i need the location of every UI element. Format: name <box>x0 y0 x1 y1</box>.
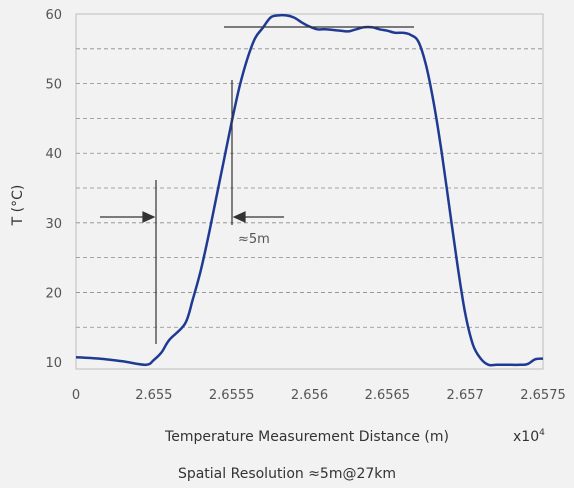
x-tick-label: 2.6555 <box>209 388 255 403</box>
x-tick-labels: 0 2.655 2.6555 2.656 2.6565 2.657 2.6575 <box>72 388 566 403</box>
y-tick-label: 30 <box>45 217 62 232</box>
left-arrow-head <box>142 211 156 223</box>
y-axis-label: T (°C) <box>10 185 26 227</box>
right-arrow-head <box>232 211 246 223</box>
y-tick-label: 20 <box>45 286 62 301</box>
x-axis-multiplier: x104 <box>513 428 545 445</box>
y-tick-label: 60 <box>45 8 62 23</box>
x-tick-label: 2.655 <box>135 388 172 403</box>
y-tick-labels: 10 20 30 40 50 60 <box>45 8 62 371</box>
y-tick-label: 40 <box>45 147 62 162</box>
x-tick-label: 2.6565 <box>365 388 411 403</box>
x-tick-label: 0 <box>72 388 80 403</box>
y-tick-label: 10 <box>45 356 62 371</box>
y-tick-label: 50 <box>45 78 62 93</box>
grid-lines <box>76 48 543 328</box>
x-axis-label: Temperature Measurement Distance (m) <box>164 429 449 445</box>
x-tick-label: 2.657 <box>447 388 484 403</box>
x-tick-label: 2.6575 <box>520 388 566 403</box>
plot-frame <box>75 13 544 370</box>
chart-caption: Spatial Resolution ≈5m@27km <box>178 466 396 482</box>
spatial-resolution-annotation <box>100 26 414 344</box>
resolution-annotation-label: ≈5m <box>238 232 270 247</box>
temperature-series-line <box>75 13 544 367</box>
x-tick-label: 2.656 <box>291 388 328 403</box>
